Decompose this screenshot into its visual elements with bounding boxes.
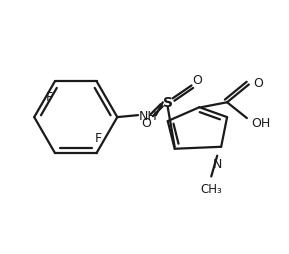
Text: CH₃: CH₃ xyxy=(200,183,222,196)
Text: S: S xyxy=(163,96,173,110)
Text: O: O xyxy=(192,74,202,87)
Text: NH: NH xyxy=(139,109,158,122)
Text: N: N xyxy=(212,157,222,170)
Text: O: O xyxy=(141,116,151,129)
Text: F: F xyxy=(95,132,102,145)
Text: F: F xyxy=(45,91,53,104)
Text: OH: OH xyxy=(251,116,270,129)
Text: O: O xyxy=(253,77,263,90)
